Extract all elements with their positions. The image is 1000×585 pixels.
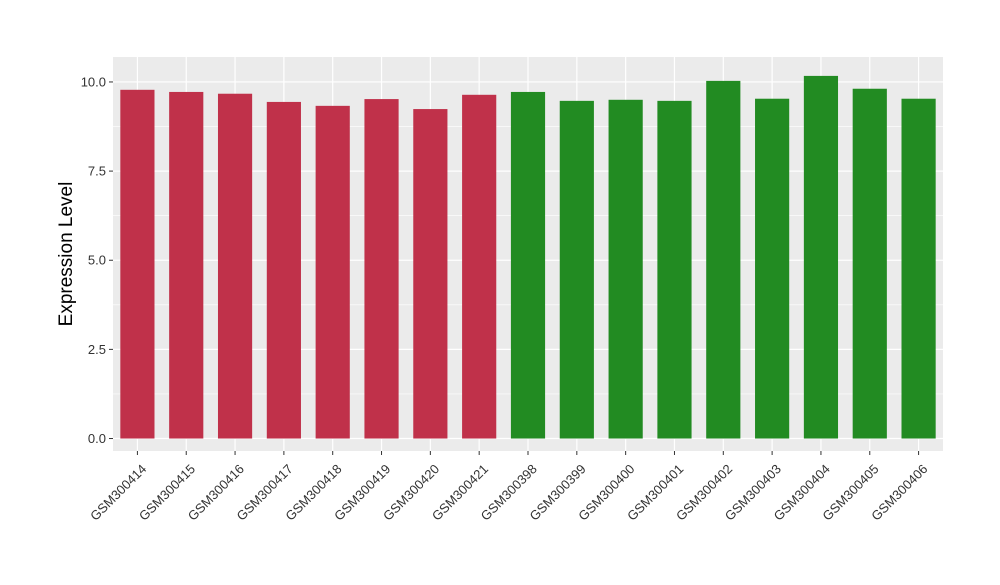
bar-gsm300404 <box>803 75 839 439</box>
y-tick-label: 0.0 <box>88 431 106 446</box>
bar-gsm300415 <box>169 91 204 439</box>
bar-gsm300420 <box>413 109 448 439</box>
bar-gsm300398 <box>510 91 546 439</box>
bar-gsm300421 <box>462 94 497 439</box>
y-axis-label: Expression Level <box>56 182 77 327</box>
y-tick-label: 5.0 <box>88 253 106 268</box>
bar-gsm300399 <box>559 100 594 439</box>
bar-gsm300402 <box>706 80 741 439</box>
bar-gsm300417 <box>266 101 301 439</box>
bar-gsm300406 <box>901 98 936 439</box>
x-axis: GSM300414GSM300415GSM300416GSM300417GSM3… <box>87 451 930 524</box>
bar-gsm300414 <box>120 89 155 439</box>
bar-gsm300419 <box>364 99 399 439</box>
y-tick-label: 2.5 <box>88 342 106 357</box>
bar-gsm300418 <box>315 105 350 439</box>
bar-gsm300416 <box>217 93 253 439</box>
bar-gsm300403 <box>755 98 790 439</box>
bar-gsm300405 <box>852 88 887 439</box>
bar-gsm300400 <box>608 99 643 439</box>
y-tick-label: 7.5 <box>88 164 106 179</box>
y-tick-label: 10.0 <box>81 74 106 89</box>
bars <box>120 75 936 439</box>
y-axis: 0.0 2.5 5.0 7.5 10.0 <box>81 74 113 446</box>
bar-gsm300401 <box>657 100 692 439</box>
